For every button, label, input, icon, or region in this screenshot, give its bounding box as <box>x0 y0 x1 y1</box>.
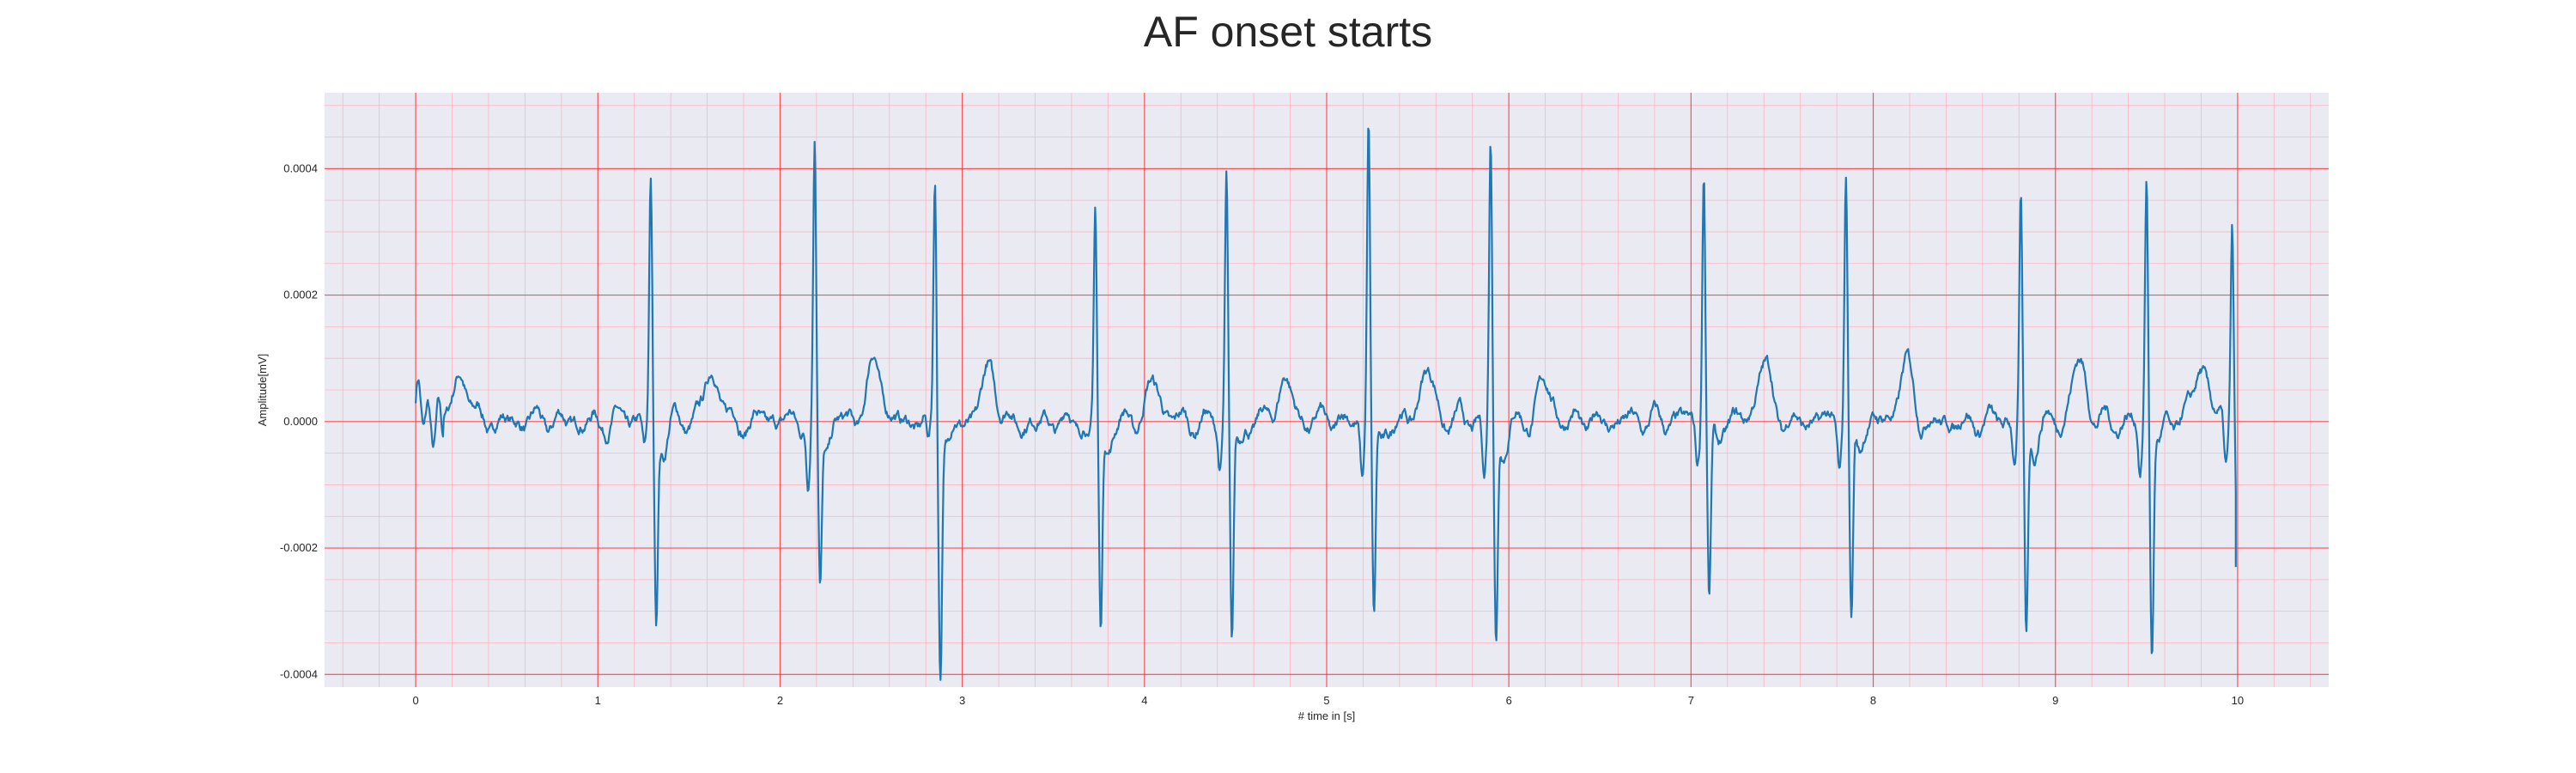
series-layer <box>415 127 2237 681</box>
x-tick-label: 5 <box>1323 694 1329 707</box>
x-tick-label: 3 <box>959 694 965 707</box>
y-tick-label: 0.0004 <box>283 161 318 174</box>
x-tick-label: 2 <box>777 694 783 707</box>
x-tick-label: 4 <box>1141 694 1147 707</box>
ecg-signal-line <box>415 127 2237 681</box>
y-axis-label: Amplitude[mV] <box>256 354 269 427</box>
x-tick-label: 7 <box>1688 694 1694 707</box>
x-tick-label: 0 <box>412 694 418 707</box>
x-axis-ticks: 0 1 2 3 4 5 6 7 8 9 10 <box>412 694 2244 707</box>
y-tick-label: -0.0004 <box>280 667 318 680</box>
y-tick-label: -0.0002 <box>280 541 318 554</box>
y-tick-label: 0.0000 <box>283 415 318 428</box>
x-tick-label: 10 <box>2232 694 2244 707</box>
x-tick-label: 1 <box>595 694 601 707</box>
x-axis-label: # time in [s] <box>1298 709 1355 722</box>
x-tick-label: 6 <box>1506 694 1512 707</box>
x-tick-label: 8 <box>1870 694 1876 707</box>
y-axis-ticks: -0.0004 -0.0002 0.0000 0.0002 0.0004 <box>280 161 318 680</box>
y-tick-label: 0.0002 <box>283 289 318 301</box>
x-tick-label: 9 <box>2052 694 2058 707</box>
chart-title: AF onset starts <box>1143 8 1433 56</box>
